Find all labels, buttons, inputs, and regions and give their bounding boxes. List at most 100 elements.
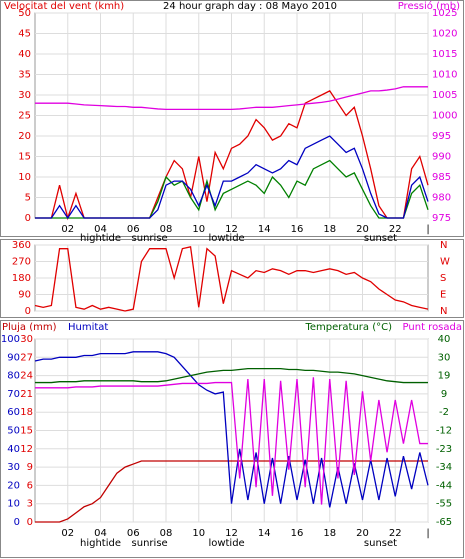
x-tick-label: 06 <box>127 528 140 539</box>
y2-axis-label: Pressió (mb) <box>398 0 460 12</box>
y-tick-label: 90 <box>18 290 31 301</box>
x-tick-label: 04 <box>94 224 107 235</box>
y2-tick-label: 27 <box>20 352 33 363</box>
y-tick-label: 80 <box>7 371 20 382</box>
x-tick-label: 20 <box>356 528 369 539</box>
y2-tick-label: 21 <box>20 389 33 400</box>
x-tick-label: | <box>426 528 429 539</box>
x-tick-label: 02 <box>61 528 74 539</box>
y2-tick-label: S <box>440 273 446 284</box>
y-tick-label: 20 <box>18 131 31 142</box>
y-tick-label: 20 <box>7 480 20 491</box>
series-line <box>34 246 429 312</box>
y-tick-label: 50 <box>7 426 20 437</box>
x-tick-label: 16 <box>291 224 304 235</box>
y2-tick-label: 980 <box>432 193 451 204</box>
y-tick-label: 5 <box>25 193 31 204</box>
y-tick-label: 40 <box>7 444 20 455</box>
series-line <box>35 135 429 220</box>
y2-tick-label: N <box>440 240 447 251</box>
y-tick-label: 0 <box>25 213 31 224</box>
annotation: sunrise <box>132 538 168 549</box>
y-tick-label: 15 <box>18 152 31 163</box>
y2-tick-label: 975 <box>432 213 451 224</box>
y2-tick-label: 30 <box>20 334 33 345</box>
y2-tick-label: 9 <box>27 462 33 473</box>
y-tick-label: 45 <box>18 29 31 40</box>
y3-tick-label: -34 <box>436 462 452 473</box>
y-tick-label: 100 <box>1 334 20 345</box>
x-tick-label: 04 <box>94 528 107 539</box>
y3-tick-label: -2 <box>439 407 449 418</box>
annotation: hightide <box>80 538 121 549</box>
annotation: sunset <box>364 538 397 549</box>
y2-tick-label: 6 <box>27 480 33 491</box>
series-line <box>34 351 429 508</box>
x-tick-label: 06 <box>127 224 140 235</box>
legend-rain: Pluja (mm) <box>2 322 57 333</box>
x-tick-label: 12 <box>225 224 238 235</box>
y2-tick-label: W <box>440 257 450 268</box>
x-tick-label: 14 <box>258 528 271 539</box>
x-tick-label: 22 <box>389 528 402 539</box>
annotation: lowtide <box>208 233 244 244</box>
y-axis-label: Velocitat del vent (kmh) <box>4 1 124 12</box>
y-tick-label: 0 <box>14 517 20 528</box>
y2-tick-label: 985 <box>432 172 451 183</box>
legend-humidity: Humitat <box>68 322 108 333</box>
x-tick-label: 20 <box>356 224 369 235</box>
y2-tick-label: 24 <box>20 371 33 382</box>
y3-tick-label: 19 <box>438 371 451 382</box>
legend-dewpoint: Punt rosada <box>403 322 462 333</box>
y3-tick-label: -12 <box>436 426 452 437</box>
x-tick-label: 18 <box>323 528 336 539</box>
y-tick-label: 35 <box>18 70 31 81</box>
y2-tick-label: 1010 <box>432 70 457 81</box>
series-line <box>35 460 428 523</box>
y2-tick-label: 3 <box>27 499 33 510</box>
annotation: sunset <box>364 233 397 244</box>
y-tick-label: 10 <box>7 499 20 510</box>
y-tick-label: 50 <box>18 8 31 19</box>
y2-tick-label: 995 <box>432 131 451 142</box>
y-tick-label: 180 <box>12 273 31 284</box>
y2-tick-label: 990 <box>432 152 451 163</box>
y-tick-label: 0 <box>25 306 31 317</box>
y3-tick-label: -55 <box>436 499 452 510</box>
y2-tick-label: 1025 <box>432 8 457 19</box>
y-tick-label: 30 <box>7 462 20 473</box>
y3-tick-label: 9 <box>441 389 447 400</box>
y2-tick-label: 15 <box>20 426 33 437</box>
x-tick-label: 14 <box>258 224 271 235</box>
y-tick-label: 70 <box>7 389 20 400</box>
y-tick-label: 90 <box>7 352 20 363</box>
y2-tick-label: 18 <box>20 407 33 418</box>
series-line <box>35 367 428 384</box>
y2-tick-label: E <box>440 290 446 301</box>
x-tick-label: | <box>426 224 429 235</box>
y-tick-label: 40 <box>18 49 31 60</box>
legend-temperature: Temperatura (°C) <box>304 322 392 333</box>
y3-tick-label: -44 <box>436 480 452 491</box>
y-tick-label: 25 <box>18 111 31 122</box>
y3-tick-label: 40 <box>438 334 451 345</box>
y3-tick-label: -23 <box>436 444 452 455</box>
x-tick-label: 18 <box>323 224 336 235</box>
y2-tick-label: 1020 <box>432 29 457 40</box>
series-line <box>35 377 428 505</box>
y2-tick-label: 1005 <box>432 90 457 101</box>
x-tick-label: 08 <box>160 528 173 539</box>
y3-tick-label: -65 <box>436 517 452 528</box>
y-tick-label: 360 <box>12 240 31 251</box>
y2-tick-label: 0 <box>27 517 33 528</box>
x-tick-label: 16 <box>291 528 304 539</box>
x-tick-label: 02 <box>61 224 74 235</box>
annotation: sunrise <box>132 233 168 244</box>
y2-tick-label: N <box>440 306 447 317</box>
x-tick-label: 10 <box>192 224 205 235</box>
annotation: hightide <box>80 233 121 244</box>
y-tick-label: 270 <box>12 257 31 268</box>
x-tick-label: 08 <box>160 224 173 235</box>
x-tick-label: 10 <box>192 528 205 539</box>
